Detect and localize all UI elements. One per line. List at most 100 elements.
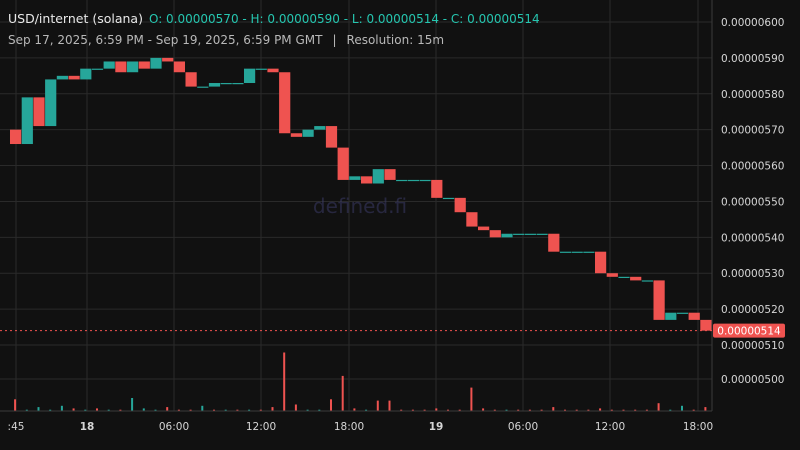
candle bbox=[361, 176, 373, 184]
price-tick-label: 0.00000560 bbox=[721, 161, 784, 173]
candle bbox=[56, 75, 68, 80]
volume-bar bbox=[645, 409, 648, 411]
time-tick-label: 18:00 bbox=[334, 421, 364, 433]
price-tick-label: 0.00000550 bbox=[721, 196, 784, 208]
candle bbox=[466, 212, 478, 227]
candle bbox=[173, 61, 185, 73]
candle bbox=[606, 273, 618, 277]
time-tick-label: 19 bbox=[429, 421, 444, 433]
volume-bar bbox=[411, 409, 414, 411]
watermark: defined.fi bbox=[313, 194, 407, 218]
candle bbox=[279, 72, 291, 134]
volume-bar bbox=[575, 409, 578, 411]
candlesticks bbox=[10, 57, 712, 331]
volume-bar bbox=[470, 387, 473, 411]
volume-bar bbox=[610, 409, 613, 411]
candle bbox=[396, 179, 408, 182]
candle bbox=[630, 276, 642, 281]
candle bbox=[138, 61, 150, 69]
candle bbox=[454, 197, 466, 213]
candle bbox=[700, 319, 712, 331]
time-axis: :45 18 06:00 12:00 18:00 19 06:00 12:00 18:00 bbox=[8, 421, 714, 433]
price-tick-label: 0.00000580 bbox=[721, 89, 784, 101]
candle bbox=[501, 233, 513, 238]
candle bbox=[349, 176, 361, 180]
candle bbox=[407, 179, 419, 182]
candle bbox=[489, 230, 501, 238]
candle bbox=[33, 97, 45, 127]
candle bbox=[45, 79, 57, 127]
candle bbox=[524, 233, 536, 235]
volume-bar bbox=[248, 409, 251, 411]
volume-bar bbox=[72, 408, 75, 411]
candle bbox=[127, 61, 139, 73]
candle bbox=[150, 57, 162, 69]
volume-bar bbox=[14, 399, 17, 411]
candle bbox=[255, 68, 267, 70]
candle bbox=[290, 133, 302, 137]
volume-bar bbox=[692, 409, 695, 411]
volume-bar bbox=[599, 408, 602, 411]
time-tick-label: 18:00 bbox=[683, 421, 713, 433]
candle bbox=[244, 68, 256, 84]
candle bbox=[115, 61, 127, 73]
volume-bar bbox=[517, 409, 520, 411]
candle bbox=[653, 280, 665, 320]
volume-bar bbox=[680, 405, 683, 411]
candle bbox=[548, 233, 560, 252]
candle bbox=[419, 179, 431, 182]
candle bbox=[185, 72, 197, 87]
candle bbox=[478, 226, 490, 231]
volume-bar bbox=[60, 405, 63, 411]
volume-bars bbox=[14, 352, 707, 411]
candle bbox=[559, 251, 572, 253]
volume-bar bbox=[446, 409, 449, 411]
candle bbox=[220, 83, 232, 85]
volume-bar bbox=[212, 409, 215, 411]
candle bbox=[10, 129, 22, 145]
time-tick-label: 06:00 bbox=[508, 421, 538, 433]
candle bbox=[641, 280, 653, 282]
candle bbox=[372, 169, 384, 184]
volume-bar bbox=[587, 409, 590, 411]
candle bbox=[676, 312, 689, 314]
resolution[interactable]: Resolution: 15m bbox=[346, 33, 445, 47]
volume-bar bbox=[119, 409, 122, 411]
candle bbox=[513, 233, 525, 235]
time-tick-label: 12:00 bbox=[246, 421, 276, 433]
volume-bar bbox=[540, 409, 543, 411]
candle bbox=[618, 276, 630, 279]
candle bbox=[267, 68, 279, 73]
candle bbox=[103, 61, 115, 69]
volume-bar bbox=[294, 404, 297, 411]
pair-title: USD/internet (solana) bbox=[8, 11, 143, 26]
volume-bar bbox=[423, 409, 426, 411]
candle bbox=[384, 169, 396, 180]
price-tick-label: 0.00000530 bbox=[721, 268, 784, 280]
candle bbox=[325, 126, 338, 148]
volume-bar bbox=[271, 407, 274, 411]
volume-bar bbox=[341, 375, 344, 411]
price-axis: 0.00000600 0.00000590 0.00000580 0.00000570… bbox=[721, 17, 784, 386]
volume-bar bbox=[704, 407, 707, 411]
volume-bar bbox=[458, 409, 461, 411]
volume-bar bbox=[236, 409, 239, 411]
time-tick-label: 06:00 bbox=[159, 421, 189, 433]
candle bbox=[595, 251, 607, 274]
volume-bar bbox=[657, 403, 660, 411]
candle bbox=[21, 97, 33, 145]
chart-subheader: Sep 17, 2025, 6:59 PM - Sep 19, 2025, 6:… bbox=[8, 33, 444, 47]
volume-bar bbox=[107, 409, 110, 411]
volume-bar bbox=[95, 408, 98, 411]
price-tick-label: 0.00000570 bbox=[721, 125, 784, 137]
volume-tick-label: 0.00000500 bbox=[721, 374, 784, 386]
candle bbox=[302, 129, 314, 137]
chart-header: USD/internet (solana) O: 0.00000570 - H: … bbox=[8, 11, 540, 26]
volume-bar bbox=[505, 409, 508, 411]
candle bbox=[197, 86, 209, 88]
candle bbox=[314, 126, 326, 130]
volume-bar bbox=[37, 407, 40, 411]
volume-bar bbox=[482, 408, 485, 411]
candle bbox=[91, 68, 104, 70]
